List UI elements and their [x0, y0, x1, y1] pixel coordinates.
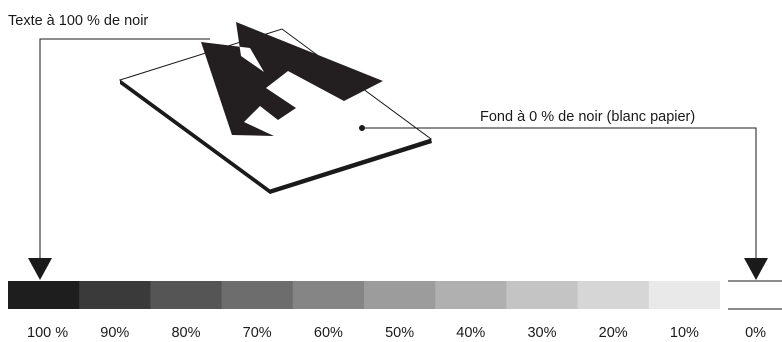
swatch-label-70: 70% [243, 325, 272, 341]
arrow-down-icon [28, 258, 52, 280]
swatch-40 [435, 281, 507, 309]
swatch-label-0: 0% [745, 325, 766, 341]
letter-a-shape [201, 22, 383, 136]
swatch-60 [292, 281, 365, 309]
text-leader-dot [210, 35, 218, 43]
grayscale-scale: 100 % 90% 80% 70% 60% 50% 40% 30% 20% 10% 0% [8, 280, 782, 341]
swatch-100 [8, 281, 80, 309]
paper-sheet-edge [120, 80, 432, 194]
swatch-30 [506, 281, 578, 309]
arrow-down-icon [744, 258, 768, 280]
swatch-70 [221, 281, 294, 309]
swatch-label-90: 90% [100, 325, 129, 341]
swatch-label-30: 30% [527, 325, 556, 341]
background-leader-line [362, 127, 757, 258]
text-leader-line [39, 38, 210, 258]
swatch-label-80: 80% [171, 325, 200, 341]
text-callout: Texte à 100 % de noir [8, 13, 218, 280]
background-callout-label: Fond à 0 % de noir (blanc papier) [480, 109, 695, 125]
swatch-10 [648, 281, 721, 309]
swatch-20 [577, 281, 650, 309]
swatch-50 [364, 281, 436, 309]
swatch-label-100: 100 % [27, 325, 68, 341]
swatch-label-10: 10% [670, 325, 699, 341]
swatch-label-60: 60% [314, 325, 343, 341]
swatch-90 [79, 281, 151, 309]
swatch-label-40: 40% [456, 325, 485, 341]
background-callout: Fond à 0 % de noir (blanc papier) [359, 109, 768, 280]
swatch-0 [720, 281, 782, 309]
swatch-label-50: 50% [385, 325, 414, 341]
swatch-label-20: 20% [599, 325, 628, 341]
text-callout-label: Texte à 100 % de noir [8, 13, 148, 29]
letter-a-glyph [201, 22, 383, 136]
swatch-80 [150, 281, 222, 309]
